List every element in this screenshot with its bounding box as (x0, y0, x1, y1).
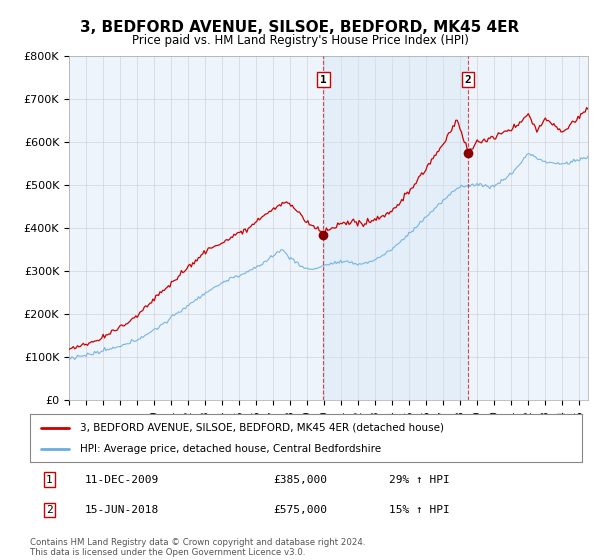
Bar (323, 56, 468, 400)
Text: 3, BEDFORD AVENUE, SILSOE, BEDFORD, MK45 4ER: 3, BEDFORD AVENUE, SILSOE, BEDFORD, MK45… (80, 20, 520, 35)
Text: 3, BEDFORD AVENUE, SILSOE, BEDFORD, MK45 4ER (detached house): 3, BEDFORD AVENUE, SILSOE, BEDFORD, MK45… (80, 423, 443, 433)
Text: HPI: Average price, detached house, Central Bedfordshire: HPI: Average price, detached house, Cent… (80, 444, 381, 454)
Text: 2: 2 (46, 505, 53, 515)
Text: 2: 2 (464, 74, 472, 85)
Text: £575,000: £575,000 (273, 505, 327, 515)
Text: Contains HM Land Registry data © Crown copyright and database right 2024.
This d: Contains HM Land Registry data © Crown c… (30, 538, 365, 557)
Text: £385,000: £385,000 (273, 475, 327, 484)
Text: Price paid vs. HM Land Registry's House Price Index (HPI): Price paid vs. HM Land Registry's House … (131, 34, 469, 46)
Text: 1: 1 (46, 475, 53, 484)
Text: 29% ↑ HPI: 29% ↑ HPI (389, 475, 449, 484)
Text: 15% ↑ HPI: 15% ↑ HPI (389, 505, 449, 515)
Text: 1: 1 (320, 74, 327, 85)
Text: 15-JUN-2018: 15-JUN-2018 (85, 505, 160, 515)
Text: 11-DEC-2009: 11-DEC-2009 (85, 475, 160, 484)
